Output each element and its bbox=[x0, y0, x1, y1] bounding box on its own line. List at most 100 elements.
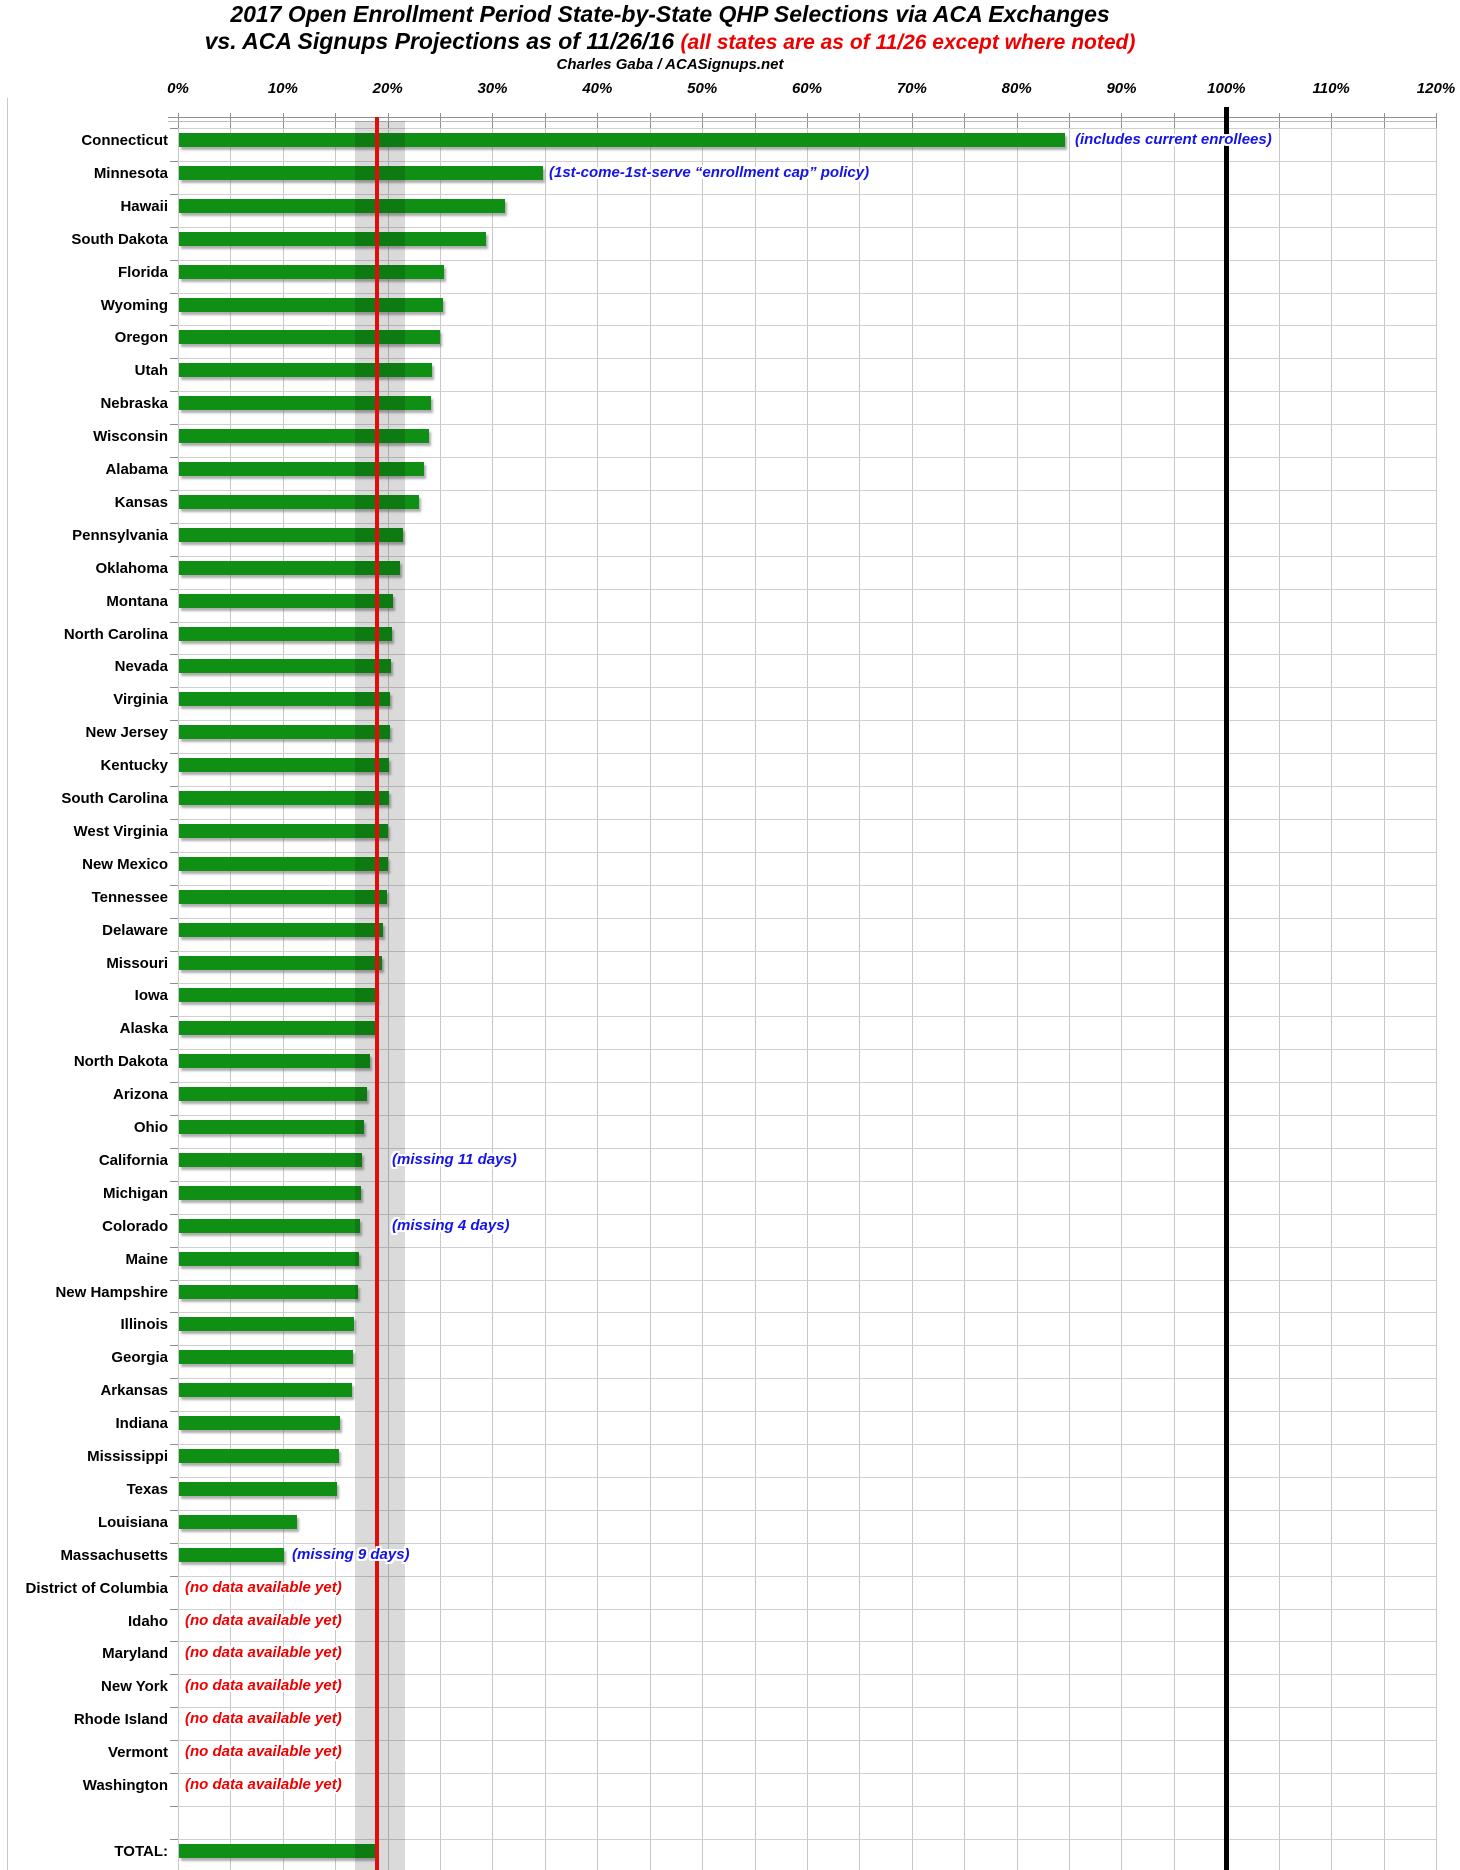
x-tick-label: 50% bbox=[687, 80, 718, 97]
no-data-annotation: (no data available yet) bbox=[185, 1677, 342, 1695]
vertical-gridline bbox=[545, 117, 546, 1870]
row-gridline bbox=[178, 490, 1436, 491]
row-gridline bbox=[178, 161, 1436, 162]
category-axis-tick bbox=[170, 1609, 178, 1610]
x-axis-tick bbox=[1384, 113, 1385, 128]
category-axis-tick bbox=[170, 720, 178, 721]
row-gridline bbox=[178, 1707, 1436, 1708]
state-label: Maine bbox=[125, 1250, 168, 1268]
x-axis-tick bbox=[178, 113, 179, 128]
bar-pennsylvania bbox=[179, 527, 403, 542]
category-axis-tick bbox=[170, 1214, 178, 1215]
row-gridline bbox=[178, 852, 1436, 853]
category-axis-tick bbox=[170, 1378, 178, 1379]
x-tick-label: 30% bbox=[477, 80, 508, 97]
state-label: Rhode Island bbox=[73, 1711, 168, 1729]
row-gridline bbox=[178, 1839, 1436, 1840]
category-axis-tick bbox=[170, 1049, 178, 1050]
state-label: North Carolina bbox=[63, 625, 168, 643]
category-axis-tick bbox=[170, 1674, 178, 1675]
state-label: Washington bbox=[82, 1777, 168, 1794]
bar-oklahoma bbox=[179, 560, 400, 575]
state-label: South Dakota bbox=[71, 230, 168, 248]
x-tick-label: 20% bbox=[372, 80, 403, 97]
category-axis-tick bbox=[170, 1773, 178, 1774]
bar-delaware bbox=[179, 922, 383, 937]
state-label: South Carolina bbox=[61, 790, 168, 807]
row-gridline bbox=[178, 1510, 1436, 1511]
row-gridline bbox=[178, 1543, 1436, 1544]
category-axis-tick bbox=[170, 1148, 178, 1149]
row-gridline bbox=[178, 1806, 1436, 1807]
x-axis-tick bbox=[1279, 113, 1280, 128]
no-data-annotation: (no data available yet) bbox=[185, 1776, 342, 1793]
row-gridline bbox=[178, 1740, 1436, 1741]
row-gridline bbox=[178, 589, 1436, 590]
row-gridline bbox=[178, 293, 1436, 294]
category-axis-tick bbox=[170, 786, 178, 787]
row-gridline bbox=[178, 918, 1436, 919]
row-gridline bbox=[178, 325, 1436, 326]
x-axis-line bbox=[168, 117, 1436, 118]
bar-mississippi bbox=[179, 1449, 339, 1463]
category-axis-tick bbox=[170, 325, 178, 326]
state-annotation: (missing 11 days) bbox=[392, 1150, 517, 1168]
bar-montana bbox=[179, 593, 393, 608]
x-tick-label: 100% bbox=[1207, 80, 1246, 97]
vertical-gridline bbox=[1279, 117, 1280, 1870]
row-gridline bbox=[178, 391, 1436, 392]
x-axis-tick bbox=[1436, 113, 1437, 128]
x-axis-tick bbox=[912, 113, 913, 128]
category-axis-tick bbox=[170, 1641, 178, 1642]
x-axis-tick bbox=[650, 113, 651, 128]
category-axis-tick bbox=[170, 1839, 178, 1840]
x-tick-label: 10% bbox=[267, 80, 298, 97]
x-axis-tick bbox=[388, 113, 389, 128]
vertical-gridline bbox=[650, 117, 651, 1870]
vertical-gridline bbox=[755, 117, 756, 1870]
x-tick-label: 0% bbox=[167, 80, 189, 97]
state-label: Mississippi bbox=[87, 1448, 168, 1465]
row-gridline bbox=[178, 1444, 1436, 1445]
state-label: Wyoming bbox=[100, 296, 168, 314]
chart-title-line1: 2017 Open Enrollment Period State-by-Sta… bbox=[230, 1, 1110, 27]
bar-tennessee bbox=[179, 889, 387, 904]
category-axis-tick bbox=[170, 1016, 178, 1017]
state-label: Connecticut bbox=[81, 132, 168, 149]
state-label: Minnesota bbox=[93, 164, 168, 182]
state-annotation: (includes current enrollees) bbox=[1075, 131, 1272, 148]
bar-missouri bbox=[179, 955, 382, 970]
row-gridline bbox=[178, 556, 1436, 557]
vertical-gridline bbox=[440, 117, 441, 1870]
state-label: Oregon bbox=[114, 329, 168, 347]
category-axis-tick bbox=[170, 1181, 178, 1182]
projection-band bbox=[355, 121, 405, 1870]
no-data-annotation: (no data available yet) bbox=[185, 1611, 342, 1629]
state-label: Utah bbox=[134, 362, 168, 380]
vertical-gridline bbox=[178, 117, 179, 1870]
row-gridline bbox=[178, 1641, 1436, 1642]
row-gridline bbox=[178, 1082, 1436, 1083]
state-label: North Dakota bbox=[73, 1053, 168, 1071]
category-axis-tick bbox=[170, 918, 178, 919]
category-axis-tick bbox=[170, 128, 178, 129]
state-label: Vermont bbox=[107, 1744, 168, 1762]
state-label: Nevada bbox=[114, 658, 168, 676]
no-data-annotation: (no data available yet) bbox=[185, 1710, 342, 1728]
row-gridline bbox=[178, 424, 1436, 425]
state-label: California bbox=[98, 1151, 168, 1169]
state-label: Ohio bbox=[133, 1119, 168, 1136]
category-axis-tick bbox=[170, 951, 178, 952]
state-label: Michigan bbox=[102, 1184, 168, 1202]
category-axis-tick bbox=[170, 1576, 178, 1577]
row-gridline bbox=[178, 786, 1436, 787]
x-axis-tick bbox=[807, 113, 808, 128]
state-label: Georgia bbox=[111, 1349, 168, 1367]
x-axis-line-secondary bbox=[168, 121, 1436, 122]
bar-nevada bbox=[179, 659, 391, 674]
row-gridline bbox=[178, 1247, 1436, 1248]
vertical-gridline bbox=[1069, 117, 1070, 1870]
bar-texas bbox=[179, 1481, 337, 1496]
category-axis-tick bbox=[170, 1345, 178, 1346]
category-axis-tick bbox=[170, 260, 178, 261]
